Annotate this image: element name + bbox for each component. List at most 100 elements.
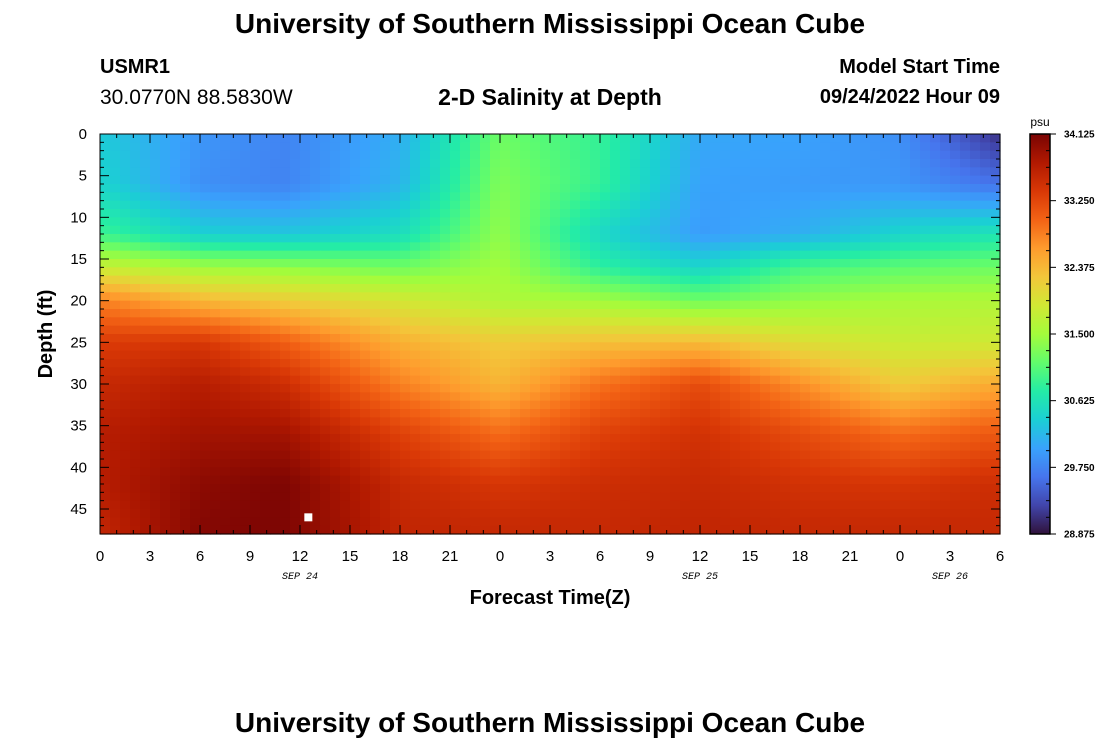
heatmap-cell bbox=[780, 134, 791, 143]
heatmap-cell bbox=[340, 434, 351, 443]
date-label: SEP 25 bbox=[682, 572, 718, 583]
heatmap-cell bbox=[910, 250, 921, 260]
heatmap-cell bbox=[860, 134, 871, 143]
heatmap-cell bbox=[120, 417, 131, 427]
heatmap-cell bbox=[920, 442, 931, 452]
heatmap-cell bbox=[230, 442, 241, 452]
heatmap-cell bbox=[720, 159, 731, 168]
heatmap-cell bbox=[590, 250, 601, 260]
heatmap-cell bbox=[210, 484, 221, 493]
heatmap-cell bbox=[680, 484, 691, 493]
heatmap-cell bbox=[100, 292, 111, 302]
heatmap-cell bbox=[720, 375, 731, 385]
heatmap-cell bbox=[260, 434, 271, 443]
heatmap-cell bbox=[190, 275, 201, 285]
heatmap-cell bbox=[890, 400, 901, 410]
heatmap-cell bbox=[810, 234, 821, 243]
heatmap-cell bbox=[560, 434, 571, 443]
heatmap-cell bbox=[290, 225, 301, 235]
heatmap-cell bbox=[720, 450, 731, 460]
heatmap-cell bbox=[340, 475, 351, 485]
heatmap-cell bbox=[760, 509, 771, 518]
heatmap-cell bbox=[620, 384, 631, 393]
heatmap-cell bbox=[990, 217, 1001, 227]
heatmap-cell bbox=[240, 484, 251, 493]
heatmap-cell bbox=[570, 267, 581, 277]
heatmap-cell bbox=[360, 267, 371, 277]
heatmap-cell bbox=[900, 292, 911, 302]
heatmap-cell bbox=[940, 492, 951, 502]
heatmap-cell bbox=[390, 284, 401, 293]
heatmap-cell bbox=[340, 417, 351, 427]
heatmap-cell bbox=[820, 367, 831, 377]
heatmap-cell bbox=[680, 409, 691, 418]
heatmap-cell bbox=[300, 259, 311, 268]
heatmap-cell bbox=[470, 142, 481, 152]
heatmap-cell bbox=[850, 184, 861, 193]
heatmap-cell bbox=[140, 309, 151, 318]
heatmap-cell bbox=[400, 159, 411, 168]
heatmap-cell bbox=[890, 184, 901, 193]
heatmap-cell bbox=[220, 334, 231, 343]
heatmap-cell bbox=[210, 284, 221, 293]
heatmap-cell bbox=[290, 500, 301, 510]
heatmap-cell bbox=[950, 425, 961, 435]
heatmap-cell bbox=[880, 517, 891, 527]
heatmap-cell bbox=[840, 475, 851, 485]
heatmap-cell bbox=[970, 300, 981, 310]
heatmap-cell bbox=[200, 250, 211, 260]
heatmap-cell bbox=[140, 509, 151, 518]
heatmap-cell bbox=[290, 450, 301, 460]
heatmap-cell bbox=[420, 334, 431, 343]
heatmap-cell bbox=[230, 342, 241, 352]
heatmap-cell bbox=[370, 450, 381, 460]
heatmap-cell bbox=[800, 392, 811, 402]
heatmap-cell bbox=[440, 342, 451, 352]
heatmap-cell bbox=[390, 350, 401, 360]
heatmap-cell bbox=[550, 292, 561, 302]
heatmap-cell bbox=[240, 225, 251, 235]
heatmap-cell bbox=[410, 209, 421, 218]
heatmap-cell bbox=[580, 317, 591, 327]
heatmap-cell bbox=[320, 384, 331, 393]
heatmap-cell bbox=[450, 367, 461, 377]
heatmap-cell bbox=[570, 475, 581, 485]
heatmap-cell bbox=[970, 484, 981, 493]
heatmap-cell bbox=[620, 134, 631, 143]
heatmap-cell bbox=[110, 142, 121, 152]
heatmap-cell bbox=[810, 325, 821, 335]
heatmap-cell bbox=[590, 342, 601, 352]
heatmap-cell bbox=[270, 267, 281, 277]
heatmap-cell bbox=[760, 517, 771, 527]
heatmap-cell bbox=[570, 409, 581, 418]
heatmap-cell bbox=[750, 442, 761, 452]
heatmap-cell bbox=[400, 484, 411, 493]
heatmap-cell bbox=[660, 509, 671, 518]
heatmap-cell bbox=[350, 142, 361, 152]
heatmap-cell bbox=[940, 159, 951, 168]
heatmap-cell bbox=[310, 375, 321, 385]
heatmap-cell bbox=[310, 450, 321, 460]
heatmap-cell bbox=[520, 259, 531, 268]
heatmap-cell bbox=[880, 459, 891, 468]
heatmap-cell bbox=[560, 292, 571, 302]
heatmap-cell bbox=[940, 442, 951, 452]
heatmap-cell bbox=[530, 309, 541, 318]
heatmap-cell bbox=[600, 209, 611, 218]
heatmap-cell bbox=[870, 425, 881, 435]
heatmap-cell bbox=[380, 259, 391, 268]
heatmap-cell bbox=[960, 150, 971, 160]
heatmap-cell bbox=[840, 167, 851, 177]
x-tick-label: 15 bbox=[342, 548, 359, 565]
heatmap-cell bbox=[290, 375, 301, 385]
heatmap-cell bbox=[820, 375, 831, 385]
heatmap-cell bbox=[860, 475, 871, 485]
heatmap-cell bbox=[280, 334, 291, 343]
heatmap-cell bbox=[810, 342, 821, 352]
heatmap-cell bbox=[650, 450, 661, 460]
heatmap-cell bbox=[970, 400, 981, 410]
heatmap-cell bbox=[440, 492, 451, 502]
heatmap-cell bbox=[660, 167, 671, 177]
heatmap-cell bbox=[570, 400, 581, 410]
heatmap-cell bbox=[540, 325, 551, 335]
